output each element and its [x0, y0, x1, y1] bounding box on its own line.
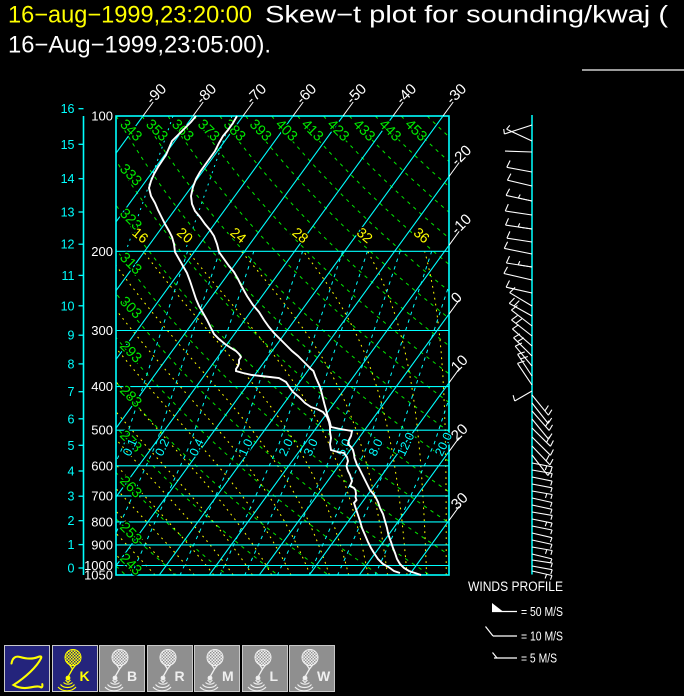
svg-text:200: 200 — [91, 244, 113, 259]
svg-text:36: 36 — [411, 224, 433, 246]
svg-text:423: 423 — [324, 117, 352, 145]
svg-text:16−aug−1999,23:20:00: 16−aug−1999,23:20:00 — [8, 2, 252, 29]
svg-text:10: 10 — [448, 352, 472, 376]
svg-text:-30: -30 — [443, 80, 470, 107]
svg-text:333: 333 — [116, 161, 144, 189]
svg-text:= 50 M/S: = 50 M/S — [521, 605, 563, 619]
svg-text:500: 500 — [91, 423, 113, 438]
svg-text:600: 600 — [91, 458, 113, 473]
svg-text:10: 10 — [61, 299, 75, 313]
svg-text:8.0: 8.0 — [366, 437, 386, 459]
svg-text:100: 100 — [91, 109, 113, 124]
svg-text:8: 8 — [68, 357, 75, 371]
svg-text:1000: 1000 — [84, 558, 113, 573]
svg-text:28: 28 — [289, 224, 311, 246]
svg-text:-10: -10 — [448, 211, 475, 238]
svg-text:6: 6 — [68, 412, 75, 426]
svg-text:343: 343 — [116, 117, 144, 145]
svg-text:800: 800 — [91, 514, 113, 529]
svg-text:13: 13 — [61, 206, 75, 220]
svg-text:700: 700 — [91, 488, 113, 503]
svg-text:-90: -90 — [143, 80, 170, 107]
svg-text:= 5 M/S: = 5 M/S — [521, 652, 557, 666]
svg-text:303: 303 — [116, 294, 144, 322]
svg-text:2: 2 — [68, 514, 75, 528]
svg-text:0.2: 0.2 — [152, 437, 172, 459]
svg-text:1.0: 1.0 — [236, 437, 256, 459]
svg-text:-20: -20 — [448, 142, 475, 169]
svg-text:32: 32 — [354, 224, 376, 246]
svg-text:400: 400 — [91, 379, 113, 394]
svg-text:WINDS PROFILE: WINDS PROFILE — [468, 579, 563, 594]
svg-text:4: 4 — [68, 465, 75, 479]
svg-text:9: 9 — [68, 329, 75, 343]
svg-text:14: 14 — [61, 172, 75, 186]
svg-text:7: 7 — [68, 385, 75, 399]
svg-text:12: 12 — [61, 238, 75, 252]
svg-text:-70: -70 — [243, 80, 270, 107]
svg-text:-50: -50 — [343, 80, 370, 107]
svg-text:11: 11 — [62, 269, 75, 283]
svg-text:16−Aug−1999,23:05:00).: 16−Aug−1999,23:05:00). — [8, 32, 271, 59]
svg-text:1: 1 — [68, 538, 75, 552]
svg-text:3: 3 — [68, 490, 75, 504]
svg-text:-40: -40 — [393, 80, 420, 107]
svg-text:-60: -60 — [293, 80, 320, 107]
svg-text:Skew−t plot for sounding/kwaj: Skew−t plot for sounding/kwaj ( — [265, 2, 668, 29]
svg-text:-80: -80 — [193, 80, 220, 107]
svg-text:0.4: 0.4 — [187, 437, 207, 459]
svg-text:24: 24 — [227, 224, 249, 246]
svg-text:413: 413 — [298, 117, 326, 145]
svg-text:373: 373 — [194, 117, 222, 145]
svg-text:2.0: 2.0 — [276, 437, 296, 459]
svg-text:393: 393 — [246, 117, 274, 145]
svg-text:900: 900 — [91, 537, 113, 552]
svg-text:15: 15 — [61, 138, 75, 152]
svg-text:3.0: 3.0 — [301, 437, 321, 459]
svg-text:353: 353 — [142, 117, 170, 145]
svg-text:= 10 M/S: = 10 M/S — [521, 630, 563, 644]
svg-text:16: 16 — [61, 102, 75, 116]
svg-text:403: 403 — [272, 117, 300, 145]
svg-text:12.0: 12.0 — [394, 430, 417, 458]
svg-text:0: 0 — [448, 289, 466, 307]
svg-text:300: 300 — [91, 323, 113, 338]
svg-text:5: 5 — [68, 439, 75, 453]
svg-text:30: 30 — [448, 489, 472, 513]
svg-text:0: 0 — [68, 562, 75, 576]
svg-text:313: 313 — [116, 250, 144, 278]
svg-text:1050: 1050 — [84, 568, 113, 583]
svg-text:433: 433 — [350, 117, 378, 145]
